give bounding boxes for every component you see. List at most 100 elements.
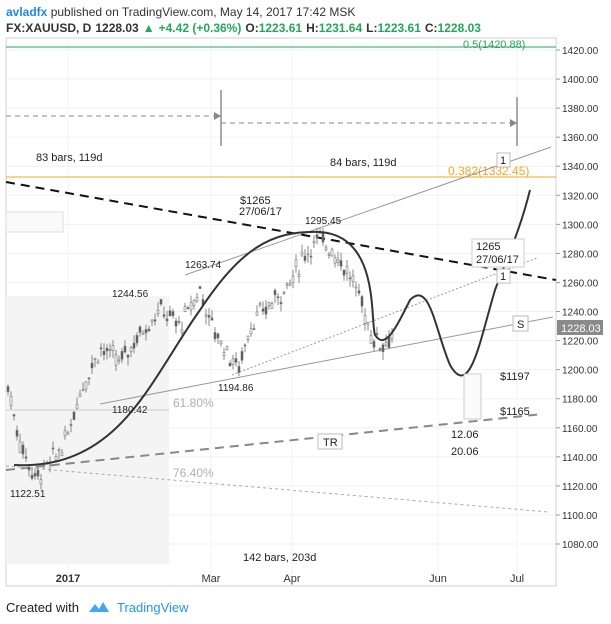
shaded-region — [6, 296, 169, 564]
label-p1263: 1263.74 — [185, 260, 222, 271]
time-axis[interactable]: 2017 Mar Apr Jun Jul — [56, 573, 524, 585]
label-fib-764: 76.40% — [173, 466, 214, 480]
candle-body — [177, 321, 181, 323]
candle-body — [291, 275, 295, 283]
candle-body — [303, 255, 307, 261]
label-p1265-a-date: 27/06/17 — [239, 206, 282, 218]
candle-body — [87, 377, 91, 380]
candle-body — [327, 253, 331, 256]
candle-body — [270, 303, 274, 309]
candle-body — [141, 332, 145, 335]
candle-body — [75, 404, 79, 409]
candle-body — [321, 231, 325, 243]
candle-body — [297, 273, 301, 277]
candle-body — [276, 296, 280, 299]
candle-body — [123, 345, 127, 353]
candle-body — [132, 342, 136, 349]
label-p1165: $1165 — [500, 406, 530, 418]
candle-body — [225, 346, 229, 350]
candle-body — [258, 303, 262, 306]
candle-body — [351, 275, 355, 282]
last-price: 1228.03 — [95, 21, 139, 35]
candle-body — [252, 328, 256, 330]
candle-body — [66, 432, 70, 435]
candle-body — [249, 328, 253, 335]
candle-body — [234, 358, 238, 363]
candle-body — [69, 424, 73, 426]
candle-body — [57, 449, 61, 452]
candle-body — [279, 302, 283, 305]
candle-body — [219, 340, 223, 345]
s-box — [512, 315, 529, 332]
candle-body — [135, 335, 139, 344]
symbol-name: FX:XAUUSD, D — [6, 21, 92, 35]
candle-body — [105, 347, 109, 352]
candle-body — [345, 265, 349, 274]
y-tick-label: 1260.00 — [562, 278, 599, 289]
candle-body — [99, 347, 103, 350]
candle-body — [363, 314, 367, 324]
candle-body — [231, 358, 235, 366]
candle-body — [324, 246, 328, 250]
candle-body — [222, 352, 226, 356]
candle-body — [381, 344, 385, 353]
lower-channel-line — [99, 316, 554, 405]
candle-body — [192, 300, 196, 306]
last-price-badge — [557, 320, 603, 335]
created-with-text: Created with — [6, 599, 79, 615]
candle-body — [120, 351, 124, 360]
label-p1265-b: 1265 — [476, 241, 500, 253]
small-box — [5, 211, 64, 233]
label-p1295: 1295.45 — [305, 216, 342, 227]
y-tick-label: 1140.00 — [562, 453, 598, 464]
candles — [6, 227, 394, 490]
candle-body — [195, 297, 199, 302]
candle-body — [261, 308, 265, 312]
author-name[interactable]: avladfx — [6, 5, 48, 19]
candle-body — [159, 299, 163, 305]
candle-body — [330, 248, 334, 257]
candle-body — [210, 317, 214, 321]
candle-body — [108, 349, 112, 351]
x-tick-label: Jul — [510, 573, 524, 585]
label-p1244: 1244.56 — [112, 289, 149, 300]
candle-body — [78, 393, 82, 398]
candle-body — [300, 252, 304, 256]
candle-body — [180, 329, 184, 333]
candle-body — [360, 296, 364, 307]
candle-body — [84, 381, 88, 390]
candle-body — [156, 310, 160, 314]
candle-body — [306, 253, 310, 256]
label-p1265-b-date: 27/06/17 — [476, 254, 519, 266]
candle-body — [204, 314, 208, 317]
tradingview-brand[interactable]: TradingView — [116, 599, 189, 615]
candle-body — [15, 430, 19, 437]
projection-box — [463, 373, 482, 420]
candle-body — [339, 260, 343, 267]
candle-body — [336, 259, 340, 263]
change-up-icon: ▲ — [142, 21, 155, 35]
candle-body — [378, 348, 382, 350]
candle-body — [72, 411, 76, 420]
p1265-b-box — [471, 238, 525, 268]
candle-body — [294, 259, 298, 267]
candle-body — [138, 326, 142, 333]
candle-body — [33, 473, 37, 477]
candle-body — [288, 283, 292, 286]
candle-body — [375, 333, 379, 335]
fib-0-label: 0.5(1420.88) — [463, 39, 525, 51]
price-axis[interactable]: 1080.00 1100.00 1120.00 1140.00 1160.00 1180.… — [556, 46, 599, 551]
candle-body — [387, 337, 391, 348]
candle-body — [198, 286, 202, 289]
footer: Created with TradingView — [6, 596, 189, 618]
candle-body — [111, 345, 115, 352]
candle-body — [9, 396, 13, 406]
label-s: S — [517, 319, 524, 331]
candle-body — [273, 290, 277, 296]
candle-body — [129, 347, 133, 352]
candle-body — [189, 302, 193, 311]
candle-body — [51, 447, 55, 450]
candle-body — [114, 354, 118, 366]
label-tr: TR — [323, 437, 338, 449]
